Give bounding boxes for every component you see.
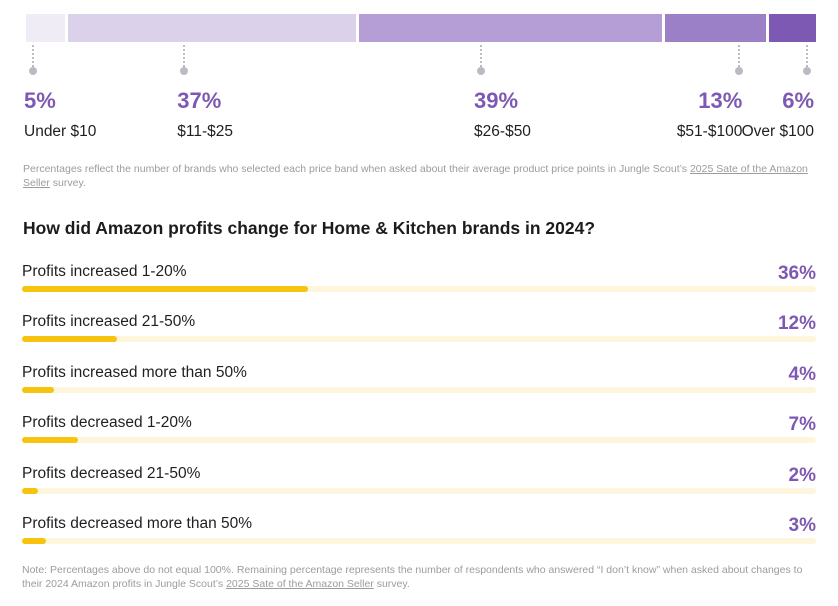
- price-band-percent: 39%: [474, 88, 519, 113]
- profit-footnote-tail: survey.: [373, 577, 410, 590]
- price-band-dot: [735, 67, 744, 75]
- profit-row: Profits decreased 21-50% 2%: [0, 457, 838, 507]
- profit-footnote-survey-link[interactable]: 2025 Sate of the Amazon Seller: [226, 577, 374, 590]
- price-band-chart: 5% Under $10 37% $11-$25 39% $26-$50 13% $51-$1…: [0, 0, 838, 150]
- price-band-percent: 5%: [24, 88, 56, 113]
- profit-row-value: 12%: [777, 313, 816, 335]
- price-band-footnote: Percentages reflect the number of brands…: [23, 163, 823, 190]
- price-band-segment: [769, 14, 816, 42]
- profit-bar: [22, 336, 118, 343]
- price-footnote-text: Percentages reflect the number of brands…: [23, 163, 690, 175]
- profit-row-label: Profits increased 21-50%: [22, 313, 196, 331]
- profit-change-chart: Profits increased 1-20% 36% Profits increa…: [0, 255, 838, 555]
- price-band-dot: [29, 67, 37, 75]
- price-band-dot: [803, 67, 811, 75]
- price-band-percent: 37%: [177, 88, 222, 113]
- price-band-dot: [477, 67, 486, 75]
- price-band-label: $26-$50: [474, 123, 531, 140]
- profit-footnote: Note: Percentages above do not equal 100…: [22, 564, 822, 591]
- profit-bar-track: [22, 286, 816, 292]
- price-footnote-tail: survey.: [49, 176, 86, 189]
- profit-row-label: Profits increased more than 50%: [22, 363, 247, 381]
- profit-row-value: 3%: [788, 515, 816, 536]
- profit-bar: [22, 286, 308, 292]
- profit-row-label: Profits increased 1-20%: [22, 263, 187, 280]
- price-band-label: Under $10: [24, 123, 97, 140]
- profit-row: Profits increased 1-20% 36%: [0, 255, 838, 305]
- profit-row: Profits decreased more than 50% 3%: [0, 507, 838, 557]
- profit-row-value: 2%: [788, 464, 816, 486]
- price-band-connector: [183, 45, 186, 67]
- profit-bar-track: [22, 437, 816, 444]
- profit-chart-title: How did Amazon profits change for Home &…: [23, 218, 596, 238]
- profit-row-label: Profits decreased 1-20%: [22, 414, 192, 432]
- price-band-connector: [806, 45, 808, 67]
- profit-bar-track: [22, 538, 816, 544]
- price-band-label: $51-$100: [676, 123, 743, 140]
- price-band-connector: [480, 45, 483, 67]
- price-band-connector: [738, 45, 741, 67]
- profit-bar-track: [22, 487, 816, 494]
- price-band-label: Over $100: [741, 123, 814, 140]
- profit-footnote-text: Note: Percentages above do not equal 100…: [22, 564, 803, 590]
- profit-bar: [22, 538, 46, 544]
- price-band-label: $11-$25: [177, 123, 234, 140]
- profit-row-value: 36%: [777, 263, 816, 284]
- profit-row-value: 7%: [788, 414, 816, 436]
- profit-row-label: Profits decreased 21-50%: [22, 464, 201, 482]
- profit-row: Profits decreased 1-20% 7%: [0, 406, 838, 456]
- profit-bar: [22, 437, 78, 444]
- profit-row-label: Profits decreased more than 50%: [22, 515, 253, 532]
- price-band-segment: [358, 14, 663, 42]
- profit-bar: [22, 487, 38, 494]
- price-band-connector: [32, 45, 34, 67]
- profit-row: Profits increased more than 50% 4%: [0, 356, 838, 406]
- price-band-segment: [67, 14, 356, 42]
- price-footnote-survey-link[interactable]: 2025 Sate of the Amazon Seller: [23, 163, 808, 189]
- price-band-segment: [665, 14, 767, 42]
- price-band-dot: [180, 67, 189, 75]
- price-band-segment: [26, 14, 65, 42]
- price-band-percent: 13%: [698, 88, 743, 113]
- profit-bar-track: [22, 336, 816, 343]
- profit-bar: [22, 386, 54, 393]
- price-band-percent: 6%: [782, 88, 814, 113]
- profit-row: Profits increased 21-50% 12%: [0, 305, 838, 355]
- profit-bar-track: [22, 386, 816, 393]
- profit-row-value: 4%: [788, 363, 816, 385]
